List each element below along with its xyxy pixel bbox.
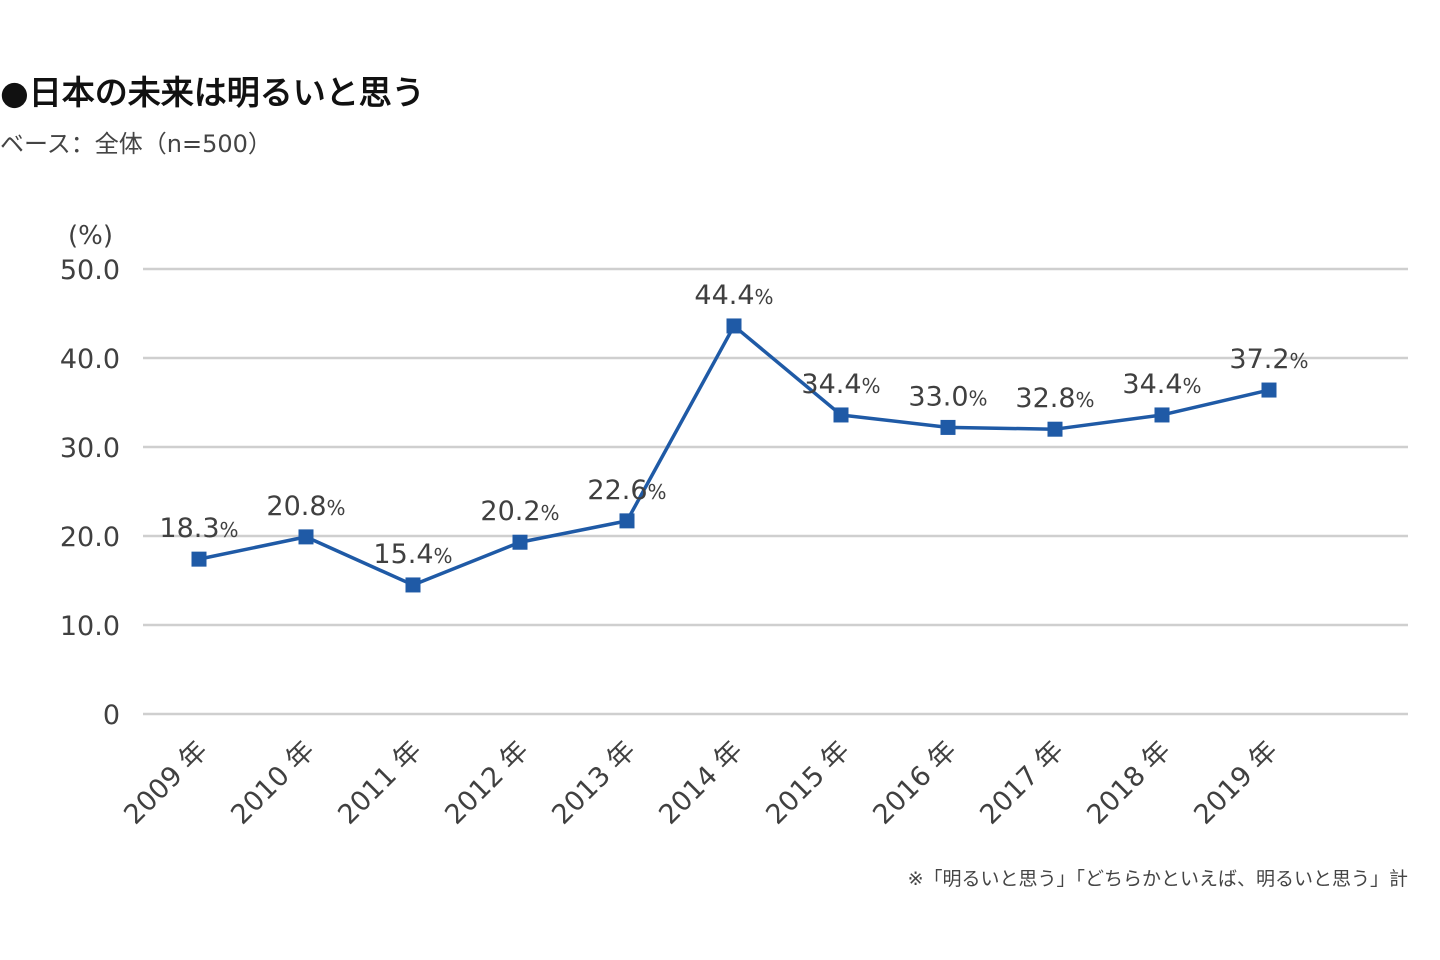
data-markers [191, 318, 1277, 593]
series-line [198, 324, 1270, 587]
data-label: 34.4% [1122, 369, 1201, 400]
data-point-marker [726, 318, 742, 334]
data-label: 34.4% [801, 369, 880, 400]
chart-title: ●日本の未来は明るいと思う [0, 73, 425, 112]
data-point-marker [191, 551, 207, 567]
x-tick-label: 2019 年 [1188, 735, 1284, 831]
y-tick-label: 30.0 [60, 433, 120, 464]
data-labels: 18.3%20.8%15.4%20.2%22.6%44.4%34.4% 33.0%… [159, 280, 1308, 570]
data-point-marker [1154, 407, 1170, 423]
y-unit-label: (%) [68, 221, 113, 251]
data-label-value: 32.8 [1015, 383, 1075, 414]
data-label-percent: % [220, 518, 239, 542]
y-tick-label: 10.0 [60, 611, 120, 642]
data-label-value: 18.3 [159, 513, 219, 544]
data-label-value: 34.4 [801, 369, 861, 400]
data-label-value: 33.0 [908, 381, 968, 412]
data-label-percent: % [755, 285, 774, 309]
data-label-percent: % [541, 501, 560, 525]
data-label-value: 20.2 [480, 496, 540, 527]
y-tick-label: 50.0 [60, 255, 120, 286]
data-label-value: 20.8 [266, 491, 326, 522]
x-tick-label: 2012 年 [439, 735, 535, 831]
data-point-marker [405, 577, 421, 593]
gridlines [143, 267, 1408, 716]
data-label-value: 44.4 [694, 280, 754, 311]
x-tick-label: 2011 年 [332, 735, 428, 831]
y-tick-label: 0 [103, 700, 120, 731]
data-label: 33.0% [908, 381, 987, 412]
data-point-marker [1261, 382, 1277, 398]
data-point-marker [833, 407, 849, 423]
x-tick-label: 2010 年 [225, 735, 321, 831]
data-label-value: 37.2 [1229, 344, 1289, 375]
data-point-marker [1047, 421, 1063, 437]
data-label: 22.6% [587, 475, 666, 506]
y-tick-label: 20.0 [60, 522, 120, 553]
data-label: 15.4% [373, 539, 452, 570]
data-label: 32.8% [1015, 383, 1094, 414]
x-tick-label: 2014 年 [653, 735, 749, 831]
data-label: 37.2% [1229, 344, 1308, 375]
data-label-value: 34.4 [1122, 369, 1182, 400]
data-label-value: 15.4 [373, 539, 433, 570]
data-point-marker [940, 419, 956, 435]
data-label: 18.3% [159, 513, 238, 544]
chart-subtitle: ベース：全体（n=500） [0, 130, 272, 158]
data-label-percent: % [969, 386, 988, 410]
data-label-value: 22.6 [587, 475, 647, 506]
data-label: 20.2% [480, 496, 559, 527]
chart-footnote: ※「明るいと思う」「どちらかといえば、明るいと思う」計 [907, 868, 1408, 890]
x-tick-label: 2018 年 [1081, 735, 1177, 831]
data-point-marker [298, 529, 314, 545]
data-label: 20.8% [266, 491, 345, 522]
data-label-percent: % [327, 496, 346, 520]
x-tick-label: 2015 年 [760, 735, 856, 831]
data-label-percent: % [434, 544, 453, 568]
data-label-percent: % [1290, 349, 1309, 373]
y-tick-label: 40.0 [60, 344, 120, 375]
x-tick-label: 2013 年 [546, 735, 642, 831]
data-label-percent: % [1183, 374, 1202, 398]
data-label-percent: % [862, 374, 881, 398]
x-axis-ticks: 2009 年 2010 年 2011 年 2012 年 2013 年 2014 年 2015… [118, 735, 1284, 831]
data-label-percent: % [1076, 388, 1095, 412]
data-label-percent: % [648, 480, 667, 504]
data-point-marker [512, 534, 528, 550]
data-label: 44.4% [694, 280, 773, 311]
x-tick-label: 2016 年 [867, 735, 963, 831]
y-axis-ticks: 0 10.0 20.0 30.0 40.0 50.0 [60, 255, 120, 731]
data-point-marker [619, 513, 635, 529]
x-tick-label: 2009 年 [118, 735, 214, 831]
x-tick-label: 2017 年 [974, 735, 1070, 831]
